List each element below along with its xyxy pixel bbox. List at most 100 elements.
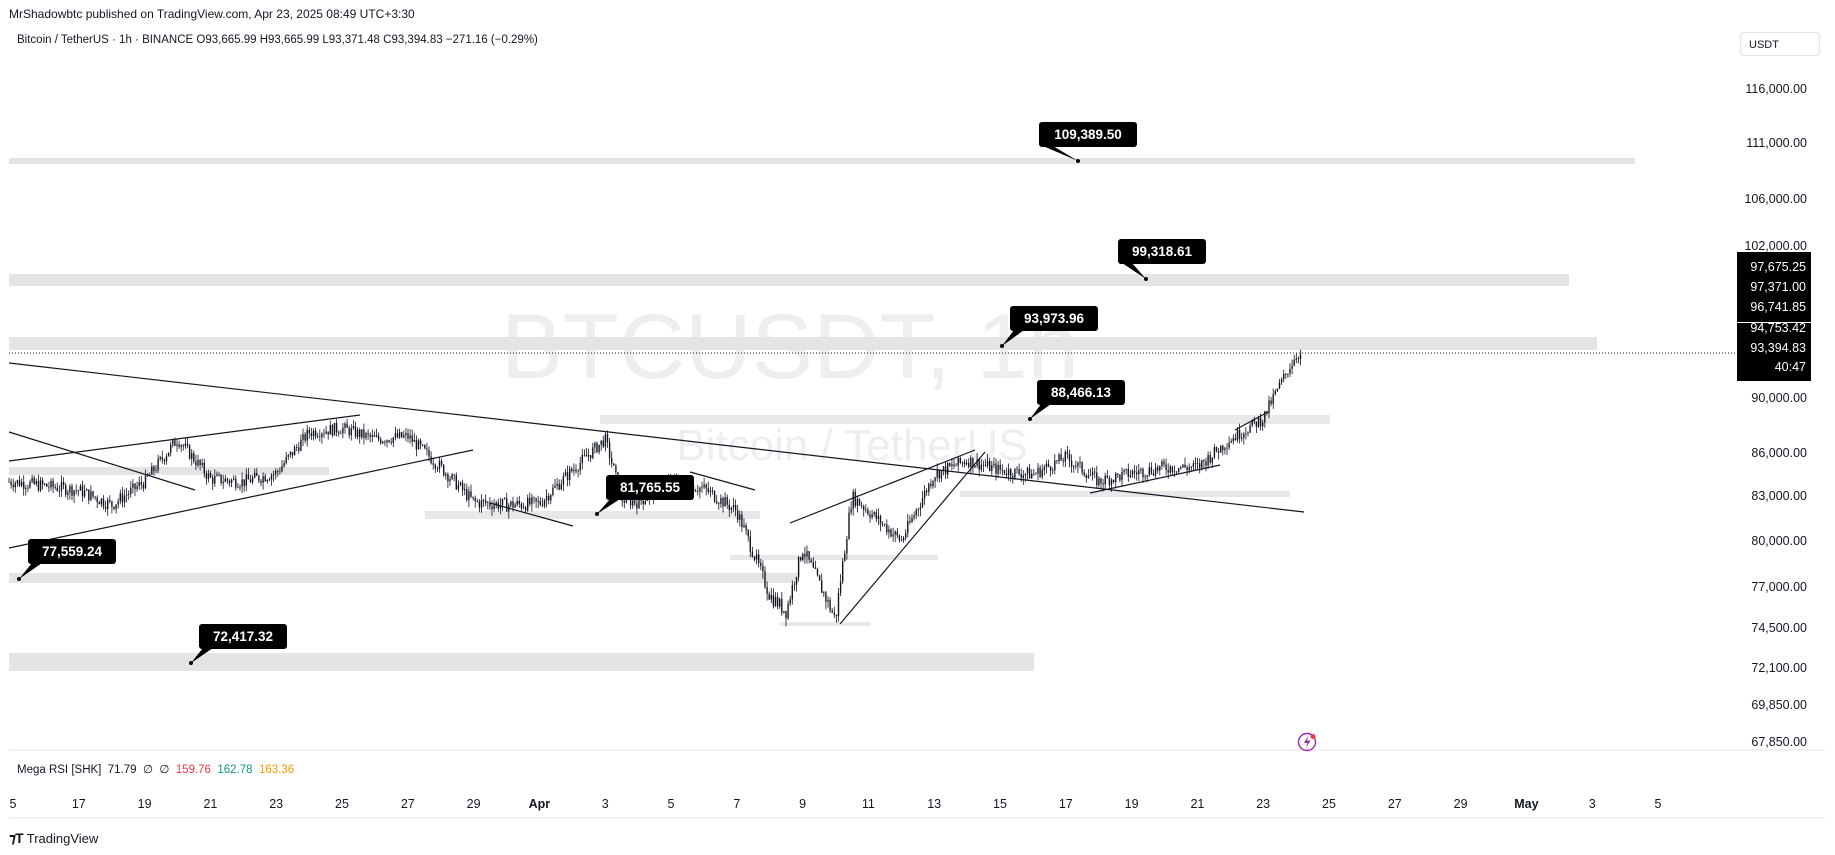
- price-flag-label: 97,675.25: [1750, 260, 1806, 274]
- candle-body: [461, 482, 464, 491]
- candle-body: [911, 517, 913, 523]
- candle-body: [585, 454, 588, 457]
- callout-pointer: [1002, 330, 1024, 346]
- candle-body: [1047, 463, 1050, 467]
- candle-body: [1079, 462, 1081, 463]
- price-callout[interactable]: 77,559.24: [17, 539, 116, 581]
- symbol-name[interactable]: Bitcoin / TetherUS · 1h · BINANCE: [17, 34, 194, 46]
- candle-body: [1169, 466, 1171, 473]
- candle-body: [209, 473, 212, 478]
- candle-body: [71, 486, 73, 496]
- candle-body: [1056, 460, 1058, 462]
- candle-body: [1209, 454, 1211, 463]
- candle-body: [535, 498, 537, 502]
- candle-body: [713, 491, 716, 502]
- price-tick-label: 90,000.00: [1751, 391, 1807, 405]
- time-tick-label: 7: [733, 797, 740, 811]
- candle-body: [199, 459, 201, 466]
- candle-body: [846, 539, 848, 554]
- candle-body: [1230, 441, 1232, 443]
- indicator-value: ∅: [142, 764, 153, 776]
- trend-line: [8, 414, 361, 462]
- candle-body: [695, 491, 697, 492]
- price-callout[interactable]: 81,765.55: [595, 475, 694, 516]
- candle-body: [100, 498, 103, 505]
- candle-body: [254, 472, 256, 478]
- candle-body: [543, 500, 546, 506]
- candle-body: [902, 537, 905, 541]
- candle-body: [751, 551, 754, 557]
- candle-body: [1133, 470, 1136, 473]
- indicator-legend[interactable]: Mega RSI [SHK] 71.79 ∅ ∅ 159.76 162.78 1…: [17, 762, 294, 776]
- candle-body: [123, 495, 126, 503]
- candle-body: [503, 498, 506, 500]
- lightning-alert-icon[interactable]: [1297, 732, 1317, 752]
- candle-body: [1245, 433, 1247, 435]
- candle-body: [121, 493, 124, 503]
- candle-body: [1052, 470, 1054, 472]
- indicator-value: 159.76: [175, 764, 211, 776]
- candle-body: [1283, 374, 1285, 380]
- candle-body: [968, 462, 970, 468]
- candle-body: [79, 485, 82, 491]
- currency-button[interactable]: USDT: [1740, 32, 1820, 56]
- candle-body: [359, 429, 361, 438]
- candle-body: [913, 515, 915, 518]
- candle-body: [892, 534, 894, 537]
- price-axis[interactable]: 116,000.00 111,000.00 106,000.00 102,000.00…: [1744, 82, 1807, 749]
- callout-label: 109,389.50: [1054, 127, 1122, 142]
- candle-body: [409, 435, 411, 439]
- candle-body: [155, 470, 157, 472]
- candle-body: [272, 474, 275, 476]
- time-tick-label: 19: [1125, 797, 1139, 811]
- price-callout[interactable]: 93,973.96: [1000, 306, 1098, 348]
- time-tick-label: 3: [1589, 797, 1596, 811]
- callout-box: [1037, 380, 1125, 405]
- candle-body: [1194, 463, 1197, 465]
- candle-body: [354, 426, 357, 437]
- indicator-value: 71.79: [107, 764, 137, 776]
- candle-body: [356, 429, 359, 437]
- trend-line: [8, 449, 474, 549]
- callout-pointer: [1122, 263, 1146, 279]
- price-callout[interactable]: 72,417.32: [189, 624, 287, 665]
- candle-body: [533, 497, 535, 499]
- candle-body: [1203, 460, 1205, 462]
- candle-body: [453, 474, 455, 476]
- time-tick-label: 25: [335, 797, 349, 811]
- candle-body: [816, 569, 819, 576]
- ohlc-close: C93,394.83: [383, 34, 443, 46]
- candle-body: [18, 480, 21, 486]
- candle-body: [928, 483, 930, 493]
- trend-lines: [8, 362, 1305, 625]
- publisher-line: MrShadowbtc published on TradingView.com…: [9, 7, 415, 21]
- candle-body: [936, 470, 938, 478]
- time-tick-label: 5: [10, 797, 17, 811]
- price-callout[interactable]: 99,318.61: [1118, 239, 1206, 281]
- indicator-value: 163.36: [258, 764, 295, 776]
- price-tick-label: 106,000.00: [1744, 192, 1807, 206]
- time-tick-label: May: [1514, 797, 1538, 811]
- candle-body: [711, 490, 714, 492]
- price-callout[interactable]: 88,466.13: [1028, 380, 1125, 421]
- candle-body: [361, 429, 363, 438]
- tradingview-brand: TradingView: [26, 831, 99, 846]
- candle-body: [907, 521, 909, 534]
- candle-body: [96, 497, 98, 503]
- candle-body: [424, 445, 426, 449]
- candle-body: [1186, 467, 1188, 470]
- candle-body: [1022, 475, 1024, 478]
- candle-body: [335, 423, 338, 433]
- candle-body: [39, 480, 42, 491]
- candle-body: [1228, 442, 1230, 448]
- candle-body: [1222, 445, 1224, 451]
- candle-body: [527, 497, 529, 511]
- time-axis[interactable]: 5 17 19 21 23 25 27 29 Apr 3 5 7 9 11 13 15 17 19 21 23 25 27…: [10, 797, 1662, 811]
- candle-body: [1070, 460, 1073, 467]
- tradingview-logo[interactable]: ⁊T TradingView: [9, 830, 98, 847]
- candle-body: [1201, 460, 1203, 468]
- candle-body: [321, 433, 323, 438]
- candle-body: [20, 482, 23, 486]
- price-callout[interactable]: 109,389.50: [1039, 122, 1137, 163]
